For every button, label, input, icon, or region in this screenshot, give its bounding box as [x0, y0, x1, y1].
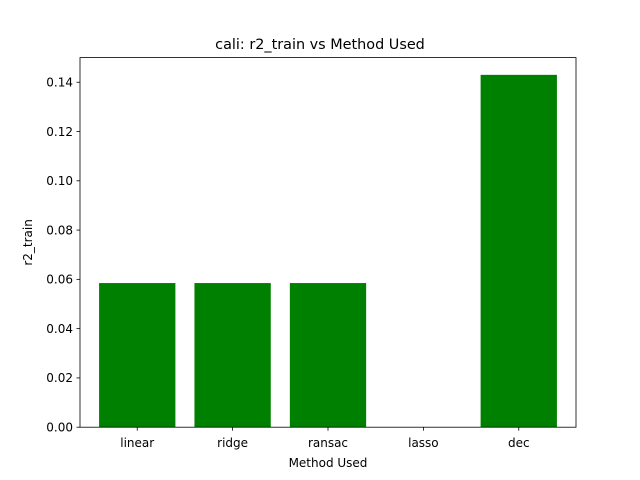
- bars-group: [99, 74, 557, 428]
- x-axis-label: Method Used: [289, 456, 368, 470]
- y-tick-label-0: 0.00: [46, 421, 73, 435]
- y-axis-ticks: 0.00 0.02 0.04 0.06 0.08 0.10 0.12 0.14: [46, 76, 80, 435]
- y-tick-label-3: 0.06: [46, 273, 73, 287]
- y-tick-label-4: 0.08: [46, 223, 73, 237]
- y-tick-label-6: 0.12: [46, 125, 73, 139]
- y-tick-label-7: 0.14: [46, 76, 73, 90]
- bar-ransac: [289, 283, 367, 428]
- bar-linear: [99, 283, 176, 428]
- x-tick-label-lasso: lasso: [408, 436, 439, 450]
- x-tick-label-ransac: ransac: [308, 436, 348, 450]
- x-tick-label-ridge: ridge: [217, 436, 248, 450]
- x-tick-label-dec: dec: [508, 436, 530, 450]
- bar-ridge: [194, 283, 271, 428]
- y-tick-label-1: 0.02: [46, 371, 73, 385]
- x-axis-ticks: linear ridge ransac lasso dec: [120, 427, 530, 450]
- y-axis-label: r2_train: [21, 219, 35, 266]
- y-tick-label-2: 0.04: [46, 322, 73, 336]
- chart-title: cali: r2_train vs Method Used: [215, 37, 425, 53]
- x-tick-label-linear: linear: [120, 436, 154, 450]
- y-tick-label-5: 0.10: [46, 174, 73, 188]
- plot-frame: [79, 57, 577, 428]
- bar-dec: [480, 74, 557, 428]
